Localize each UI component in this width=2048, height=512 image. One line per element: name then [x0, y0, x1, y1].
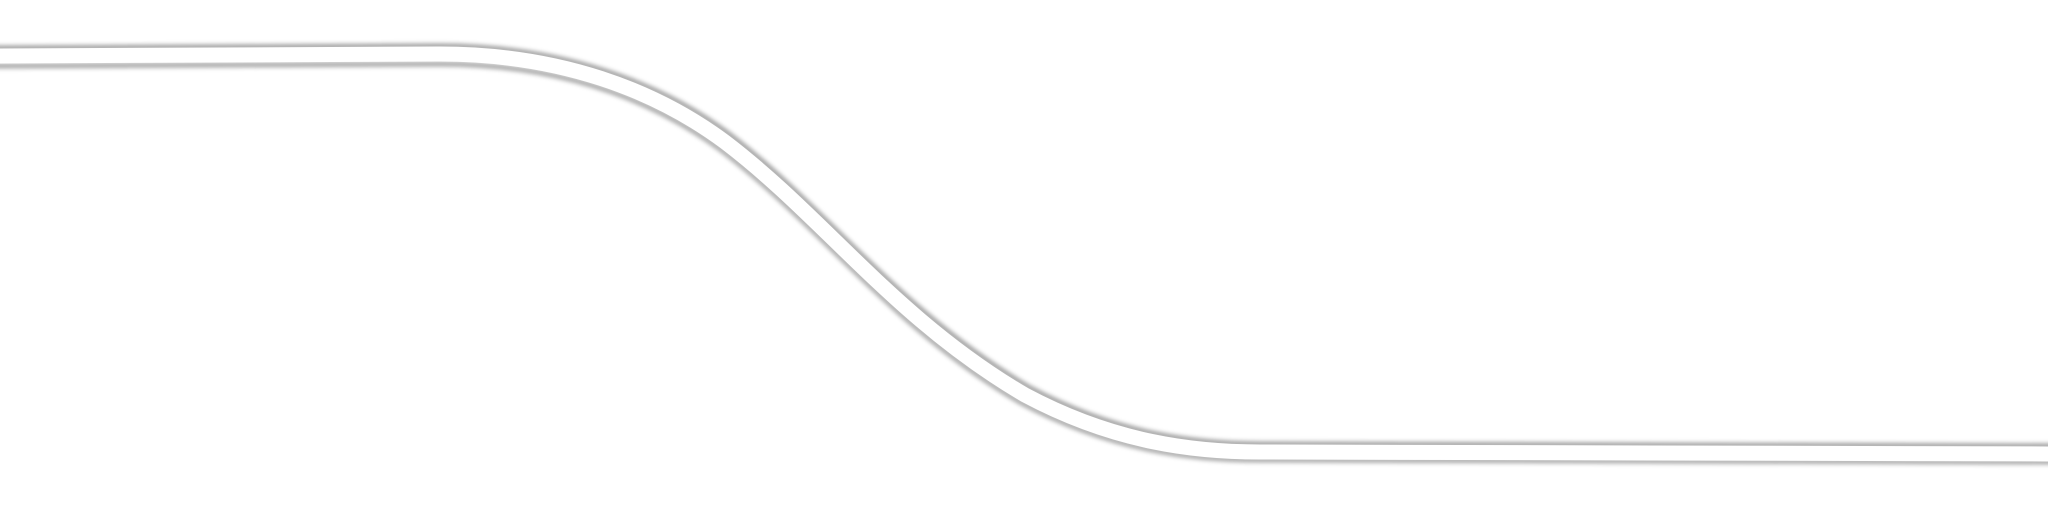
band-bottom-shadow — [0, 61, 2048, 465]
wave-band — [0, 46, 2048, 462]
band-top-shadow — [0, 43, 2048, 449]
